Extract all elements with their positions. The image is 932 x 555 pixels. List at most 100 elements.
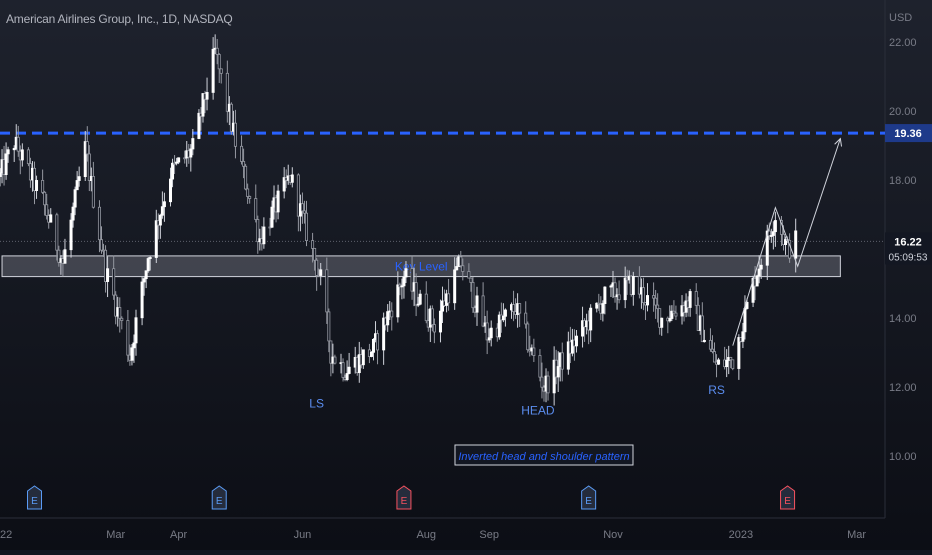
candle[interactable] bbox=[162, 201, 166, 208]
candle[interactable] bbox=[743, 308, 747, 333]
candle[interactable] bbox=[646, 295, 650, 306]
candle[interactable] bbox=[0, 172, 2, 177]
candle[interactable] bbox=[183, 157, 187, 160]
candle[interactable] bbox=[613, 282, 617, 298]
candle[interactable] bbox=[225, 72, 229, 112]
candle[interactable] bbox=[106, 268, 110, 282]
candle[interactable] bbox=[305, 212, 309, 241]
candle[interactable] bbox=[524, 312, 528, 325]
candle[interactable] bbox=[556, 366, 560, 378]
candle[interactable] bbox=[489, 327, 493, 339]
candle[interactable] bbox=[140, 281, 144, 319]
candle[interactable] bbox=[244, 165, 248, 190]
candle[interactable] bbox=[485, 322, 489, 341]
candle[interactable] bbox=[33, 167, 37, 191]
candle[interactable] bbox=[570, 339, 574, 354]
candle[interactable] bbox=[319, 269, 323, 276]
candle[interactable] bbox=[501, 315, 505, 321]
earnings-marker[interactable] bbox=[780, 485, 796, 510]
candle[interactable] bbox=[631, 276, 635, 295]
candle[interactable] bbox=[215, 47, 219, 55]
candle[interactable] bbox=[637, 276, 641, 295]
candle[interactable] bbox=[497, 314, 501, 338]
candle[interactable] bbox=[75, 180, 79, 191]
candle[interactable] bbox=[467, 271, 471, 279]
candle[interactable] bbox=[20, 149, 24, 161]
candle[interactable] bbox=[440, 300, 444, 312]
candle[interactable] bbox=[432, 324, 436, 333]
candle[interactable] bbox=[369, 351, 373, 357]
candle[interactable] bbox=[788, 239, 792, 259]
pattern-label-box[interactable] bbox=[454, 444, 634, 466]
candle[interactable] bbox=[430, 308, 434, 326]
candle[interactable] bbox=[725, 359, 729, 368]
candle[interactable] bbox=[282, 177, 286, 192]
candle[interactable] bbox=[396, 284, 400, 318]
candle[interactable] bbox=[329, 340, 333, 364]
candle[interactable] bbox=[512, 304, 516, 313]
candle[interactable] bbox=[574, 335, 578, 347]
candle[interactable] bbox=[217, 54, 221, 70]
candle[interactable] bbox=[386, 311, 390, 326]
candle[interactable] bbox=[118, 307, 122, 319]
candle[interactable] bbox=[300, 203, 304, 212]
candle[interactable] bbox=[656, 304, 660, 310]
candle[interactable] bbox=[416, 303, 420, 306]
candle[interactable] bbox=[453, 269, 457, 304]
candle[interactable] bbox=[737, 337, 741, 369]
candle[interactable] bbox=[45, 204, 49, 216]
candle[interactable] bbox=[120, 317, 124, 321]
candle[interactable] bbox=[481, 295, 485, 327]
candle[interactable] bbox=[654, 297, 658, 306]
candle[interactable] bbox=[390, 310, 394, 318]
candle[interactable] bbox=[173, 162, 177, 165]
candle[interactable] bbox=[623, 277, 627, 301]
candle[interactable] bbox=[233, 122, 237, 147]
candle[interactable] bbox=[169, 178, 173, 203]
candle[interactable] bbox=[400, 285, 404, 288]
candle[interactable] bbox=[710, 348, 714, 353]
candle[interactable] bbox=[276, 190, 280, 213]
candle[interactable] bbox=[784, 239, 788, 245]
candle[interactable] bbox=[418, 293, 422, 305]
candle[interactable] bbox=[262, 226, 266, 245]
candle[interactable] bbox=[540, 376, 544, 388]
candle[interactable] bbox=[668, 318, 672, 322]
candle[interactable] bbox=[315, 259, 319, 276]
candle[interactable] bbox=[609, 285, 613, 288]
candle[interactable] bbox=[503, 309, 507, 317]
candle[interactable] bbox=[4, 153, 8, 175]
candle[interactable] bbox=[660, 317, 664, 328]
candle[interactable] bbox=[114, 294, 118, 317]
candle[interactable] bbox=[327, 311, 331, 342]
candle[interactable] bbox=[603, 286, 607, 304]
candle[interactable] bbox=[311, 240, 315, 249]
candle[interactable] bbox=[688, 291, 692, 308]
candle[interactable] bbox=[333, 356, 337, 364]
candle[interactable] bbox=[160, 206, 164, 216]
candle[interactable] bbox=[211, 48, 215, 93]
candle[interactable] bbox=[112, 268, 116, 296]
earnings-marker[interactable] bbox=[581, 485, 597, 510]
candle[interactable] bbox=[12, 148, 16, 151]
candle[interactable] bbox=[694, 291, 698, 306]
candle[interactable] bbox=[376, 333, 380, 351]
candle[interactable] bbox=[191, 138, 195, 150]
candle[interactable] bbox=[132, 342, 136, 349]
candle[interactable] bbox=[717, 359, 721, 365]
candle[interactable] bbox=[148, 257, 152, 259]
candle[interactable] bbox=[87, 153, 91, 181]
candle[interactable] bbox=[146, 258, 150, 272]
candle[interactable] bbox=[256, 219, 260, 243]
candle[interactable] bbox=[130, 347, 134, 361]
candle[interactable] bbox=[745, 301, 749, 309]
candle[interactable] bbox=[438, 310, 442, 333]
candle[interactable] bbox=[71, 206, 75, 221]
candle[interactable] bbox=[487, 337, 491, 341]
candle[interactable] bbox=[461, 265, 465, 272]
candle[interactable] bbox=[755, 275, 759, 287]
candle[interactable] bbox=[617, 294, 621, 301]
candle[interactable] bbox=[670, 310, 674, 319]
candle[interactable] bbox=[317, 275, 321, 277]
